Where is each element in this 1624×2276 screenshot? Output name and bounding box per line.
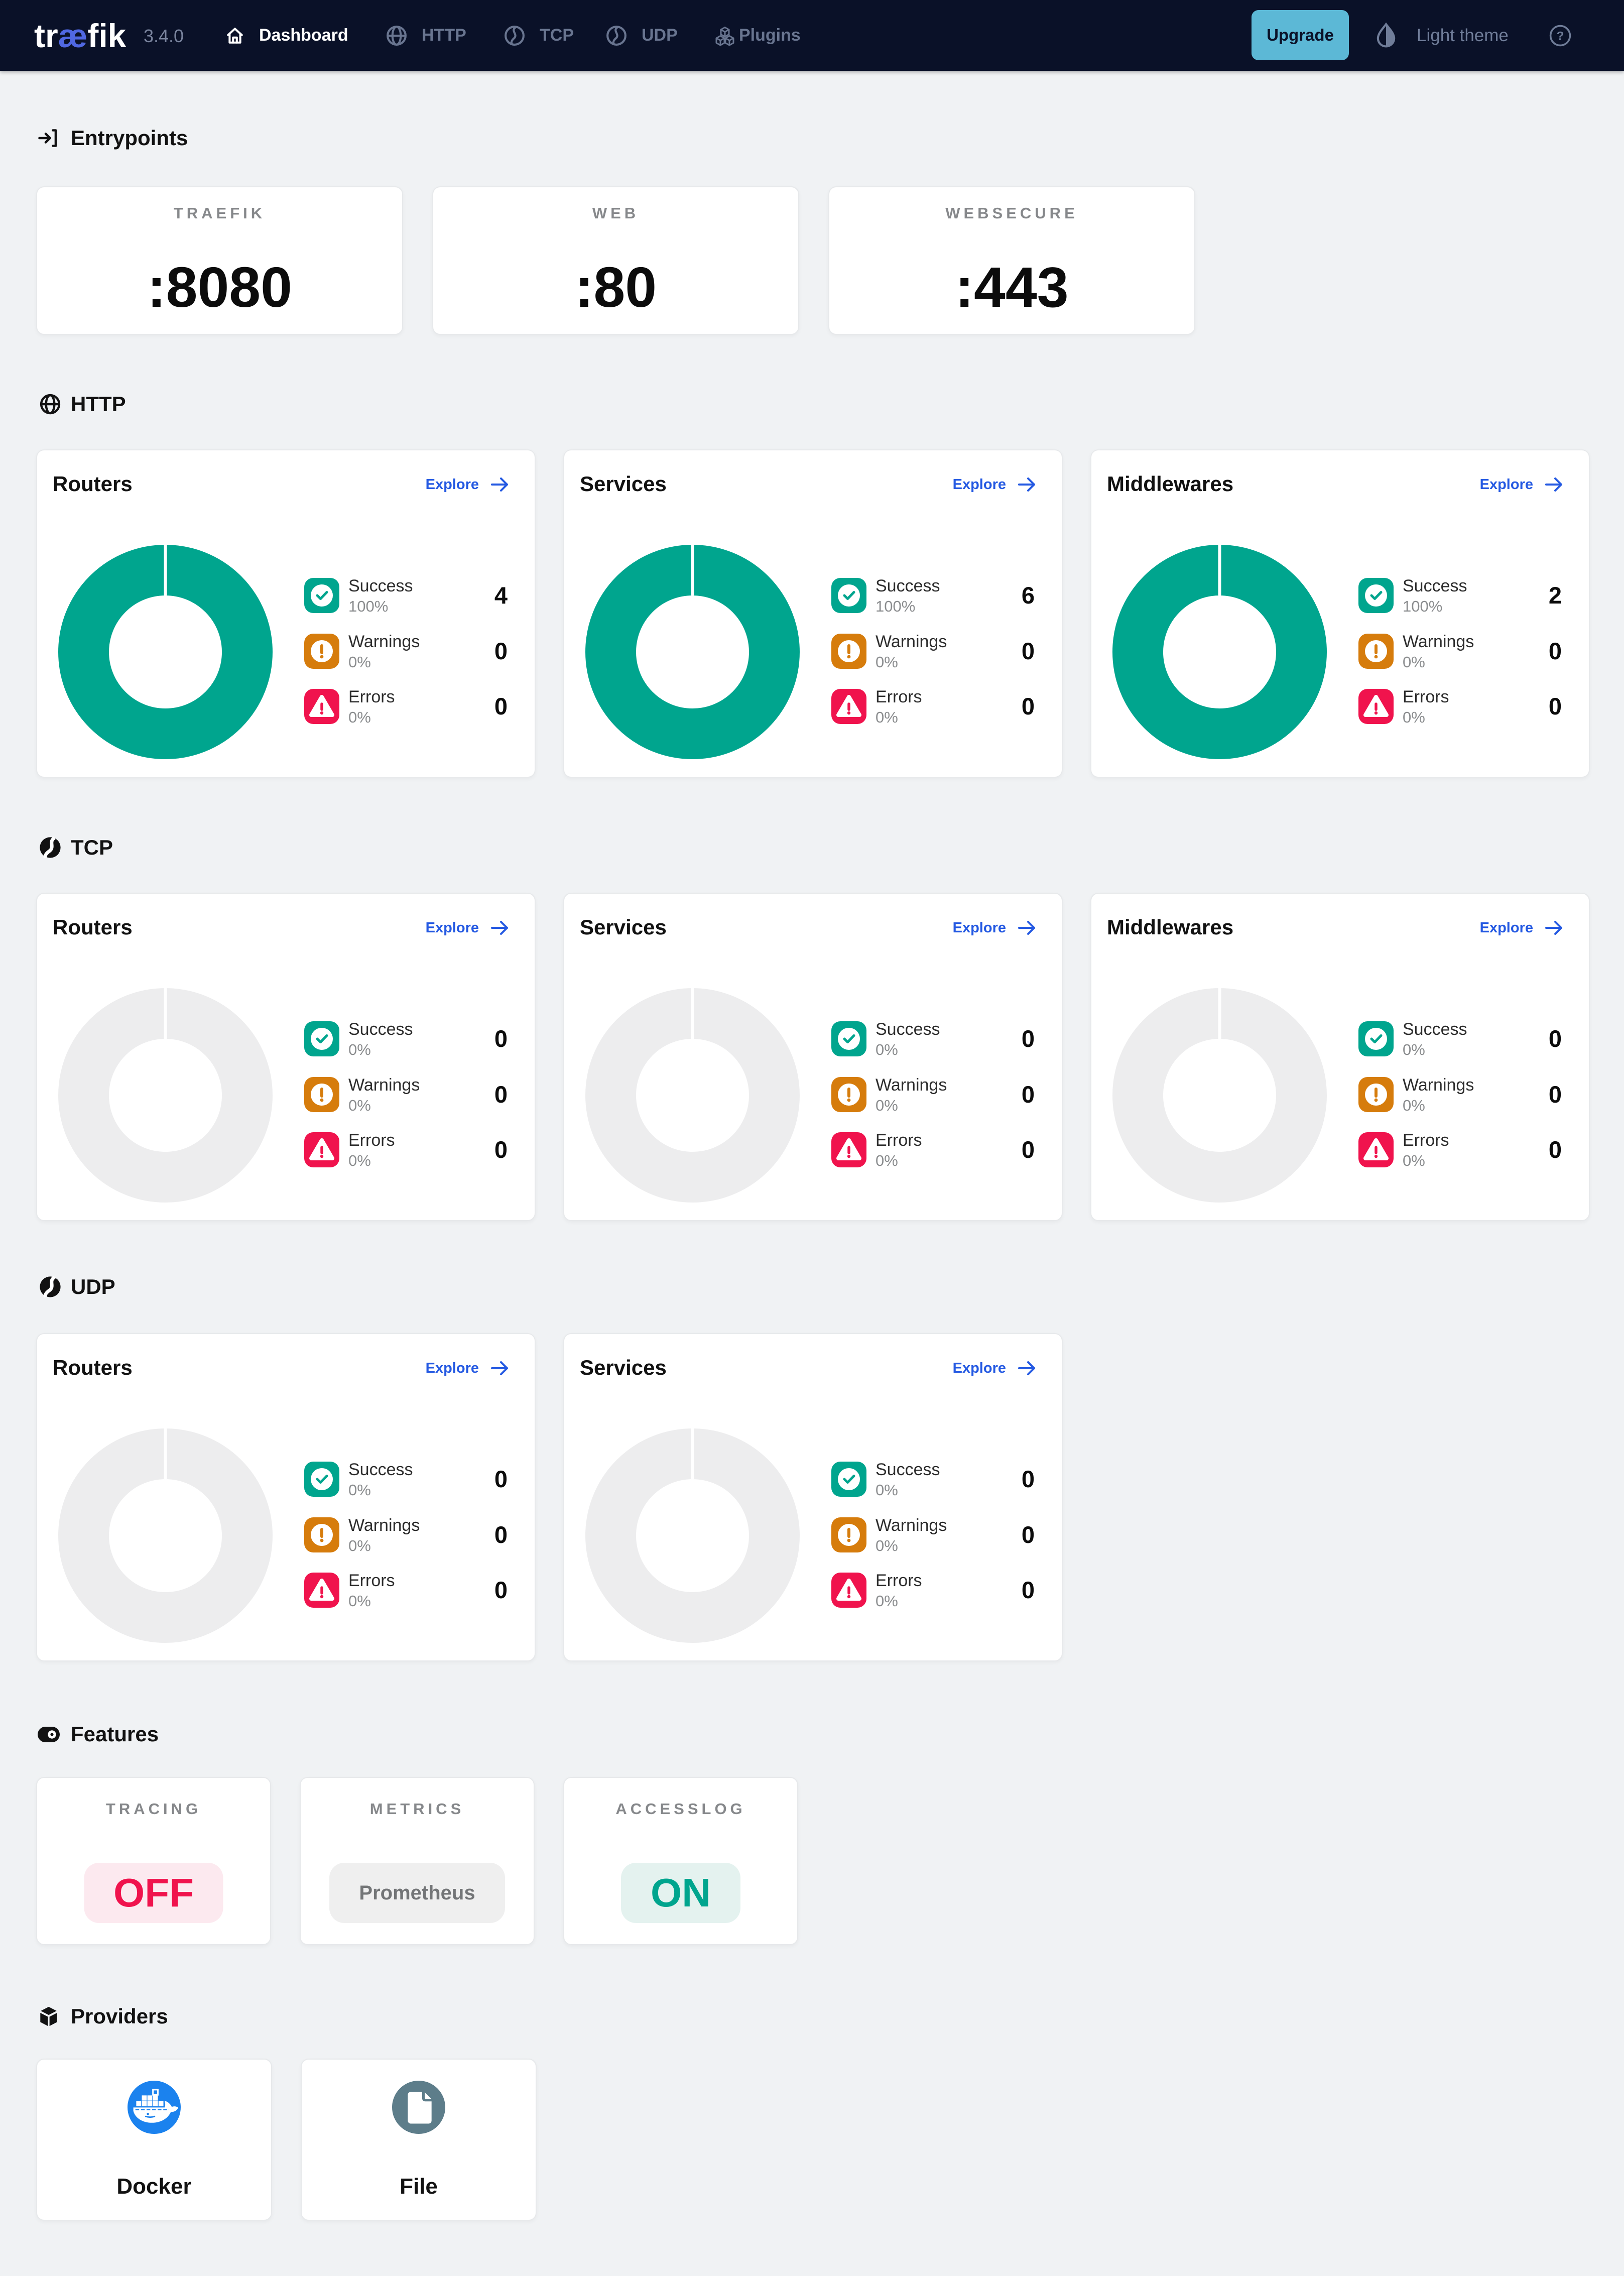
svg-text:?: ?	[1557, 30, 1564, 43]
